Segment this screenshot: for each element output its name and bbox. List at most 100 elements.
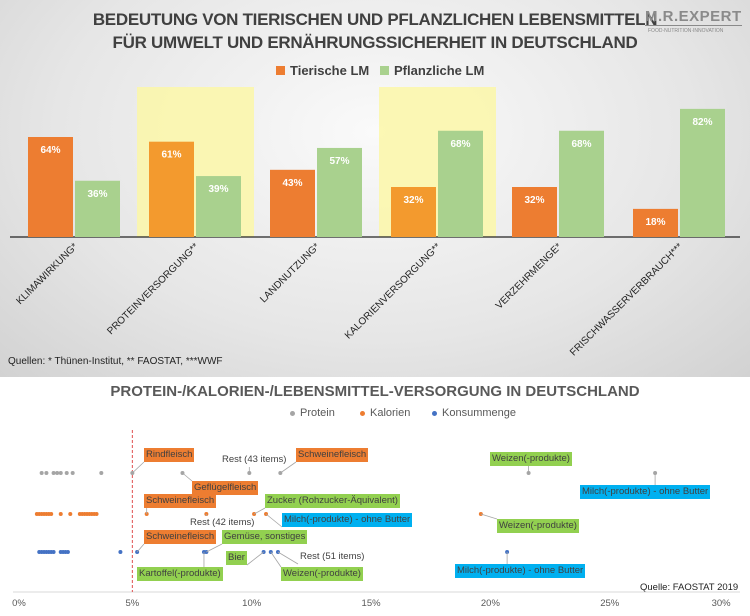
bar-pflanzliche	[559, 130, 604, 237]
bar-data-label: 32%	[524, 195, 544, 206]
legend-label: Protein	[300, 407, 335, 419]
annotation-label: Geflügelfleisch	[192, 481, 259, 495]
bar-pflanzliche	[680, 108, 725, 237]
category-label: LANDNUTZUNG*	[258, 241, 322, 305]
bar-data-label: 82%	[692, 117, 712, 128]
annotation-label: Milch(-produkte) - ohne Butter	[455, 564, 586, 578]
data-point-kalorien	[58, 512, 63, 516]
chart-title-line1: BEDEUTUNG VON TIERISCHEN UND PFLANZLICHE…	[92, 10, 658, 29]
annotation-leader-line	[280, 461, 297, 474]
annotation-label: Gemüse, sonstiges	[222, 530, 308, 544]
annotation-leader-line	[277, 551, 299, 565]
legend-pflanzliche: Pflanzliche LM	[380, 63, 484, 78]
legend-protein: Protein	[290, 407, 335, 419]
data-point-protein	[44, 471, 49, 475]
category-label: KALORIENVERSORGUNG**	[343, 241, 443, 341]
annotation-label: Schweinefleisch	[144, 530, 217, 544]
top-chart-panel	[0, 0, 750, 377]
annotation-label: Schweinefleisch	[144, 494, 217, 508]
bar-pflanzliche	[75, 180, 120, 237]
annotation-leader-line	[480, 513, 498, 520]
annotation-label: Schweinefleisch	[296, 448, 369, 462]
annotation-leader-line	[206, 543, 223, 553]
bar-data-label: 68%	[571, 139, 591, 150]
legend-tierische: Tierische LM	[276, 63, 369, 78]
data-point-kalorien	[94, 512, 99, 516]
legend-konsummenge: Konsummenge	[432, 407, 516, 419]
legend-swatch	[380, 66, 389, 75]
data-point-kalorien	[49, 512, 54, 516]
annotation-label: Milch(-produkte) - ohne Butter	[282, 513, 413, 527]
data-point-konsummenge	[118, 550, 123, 554]
data-point-protein	[51, 471, 56, 475]
data-point-protein	[39, 471, 44, 475]
bar-pflanzliche	[438, 130, 483, 237]
legend-marker	[290, 410, 295, 416]
bar-data-label: 18%	[645, 217, 665, 228]
bar-data-label: 36%	[87, 189, 107, 200]
data-point-protein	[55, 471, 60, 475]
annotation-leader-line	[265, 513, 283, 528]
x-tick-label: 30%	[711, 598, 731, 609]
legend-marker	[360, 410, 365, 416]
annotation-label: Rest (42 items)	[190, 517, 255, 528]
annotation-leader-line	[270, 551, 282, 568]
legend-swatch	[276, 66, 285, 75]
x-tick-label: 10%	[242, 598, 262, 609]
legend-label: Pflanzliche LM	[394, 63, 485, 78]
annotation-label: Rindfleisch	[144, 448, 195, 462]
annotation-leader-line	[246, 551, 264, 566]
legend-label: Tierische LM	[290, 63, 370, 78]
annotation-label: Weizen(-produkte)	[281, 567, 363, 581]
data-point-protein	[99, 471, 104, 475]
bar-data-label: 39%	[208, 184, 228, 195]
annotation-label: Weizen(-produkte)	[490, 452, 572, 466]
bar-tierische	[512, 187, 557, 237]
bar-data-label: 68%	[450, 139, 470, 150]
legend-marker	[432, 410, 437, 416]
scatter-source: Quelle: FAOSTAT 2019	[640, 582, 739, 593]
annotation-label: Bier	[226, 551, 247, 565]
chart-title-line2: FÜR UMWELT UND ERNÄHRUNGSSICHERHEIT IN D…	[112, 33, 638, 52]
annotation-leader-line	[136, 543, 145, 553]
data-point-konsummenge	[65, 550, 70, 554]
bar-data-label: 61%	[161, 150, 181, 161]
annotation-leader-line	[253, 507, 266, 515]
data-point-protein	[64, 471, 69, 475]
bar-data-label: 64%	[40, 145, 60, 156]
annotation-label: Milch(-produkte) - ohne Butter	[580, 485, 711, 499]
legend-kalorien: Kalorien	[360, 407, 410, 419]
category-label: PROTEINVERSORGUNG**	[105, 241, 201, 337]
bar-pflanzliche	[196, 176, 241, 237]
annotation-leader-line	[132, 461, 145, 474]
annotation-label: Rest (51 items)	[300, 551, 365, 562]
x-tick-label: 0%	[12, 598, 26, 609]
data-point-protein	[70, 471, 75, 475]
annotation-label: Zucker (Rohzucker-Äquivalent)	[265, 494, 400, 508]
bar-tierische	[391, 187, 436, 237]
bar-data-label: 32%	[403, 195, 423, 206]
scatter-title: PROTEIN-/KALORIEN-/LEBENSMITTEL-VERSORGU…	[110, 383, 640, 400]
legend-label: Konsummenge	[442, 407, 516, 419]
bar-tierische	[270, 169, 315, 237]
data-point-konsummenge	[51, 550, 56, 554]
x-tick-label: 5%	[125, 598, 140, 609]
category-label: KLIMAWIRKUNG*	[14, 241, 80, 307]
annotation-label: Kartoffel(-produkte)	[137, 567, 223, 581]
logo-tagline: FOOD·NUTRITION·INNOVATION	[648, 28, 724, 34]
bar-tierische	[149, 141, 194, 237]
legend-label: Kalorien	[370, 407, 411, 419]
annotation-label: Rest (43 items)	[222, 454, 287, 465]
logo: M.R.EXPERT	[645, 8, 742, 26]
annotation-label: Weizen(-produkte)	[497, 519, 579, 533]
bar-data-label: 57%	[329, 156, 349, 167]
x-tick-label: 15%	[361, 598, 381, 609]
sources-note: Quellen: * Thünen-Institut, ** FAOSTAT, …	[8, 356, 223, 367]
data-point-protein	[58, 471, 63, 475]
bar-tierische	[633, 208, 678, 237]
category-label: FRISCHWASSERVERBRAUCH***	[568, 241, 685, 358]
data-point-kalorien	[68, 512, 73, 516]
bar-tierische	[28, 137, 73, 237]
annotation-leader-line	[182, 472, 193, 482]
